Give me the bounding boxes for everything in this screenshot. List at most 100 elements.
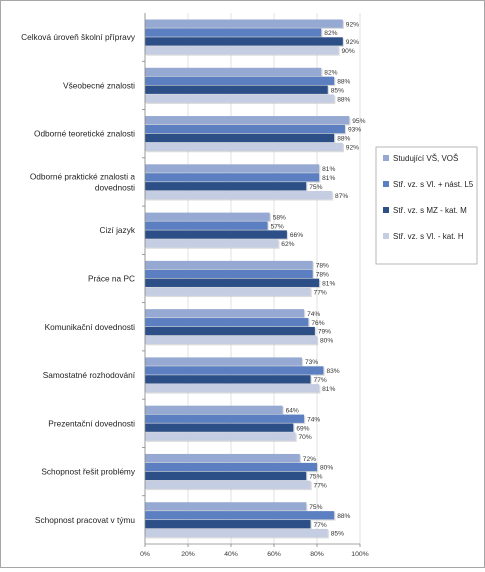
legend-box — [375, 146, 478, 265]
x-tick-label: 60% — [267, 551, 281, 558]
data-label: 81% — [322, 175, 335, 182]
category-label: Práce na PC — [88, 274, 135, 284]
data-label: 82% — [324, 70, 337, 77]
bar — [145, 85, 328, 94]
data-label: 74% — [307, 416, 320, 423]
category-label: Cizí jazyk — [100, 225, 136, 235]
bar — [145, 520, 311, 529]
legend-swatch — [383, 181, 389, 187]
data-label: 92% — [346, 21, 359, 28]
legend-label: Stř. vz. s MZ - kat. M — [393, 206, 467, 215]
bar — [145, 405, 283, 414]
bar — [145, 230, 287, 239]
x-tick-label: 20% — [181, 551, 195, 558]
data-label: 80% — [320, 465, 333, 472]
data-label: 88% — [337, 96, 350, 103]
bar — [145, 414, 305, 423]
data-label: 92% — [346, 39, 359, 46]
legend-label: Studující VŠ, VOŠ — [393, 154, 458, 163]
data-label: 62% — [281, 241, 294, 248]
data-label: 79% — [318, 329, 331, 336]
data-label: 87% — [335, 193, 348, 200]
bar — [145, 173, 320, 182]
data-label: 64% — [286, 407, 299, 414]
bar — [145, 76, 335, 85]
data-label: 77% — [314, 377, 327, 384]
bar — [145, 164, 320, 173]
data-label: 77% — [314, 482, 327, 489]
bar — [145, 326, 315, 336]
data-label: 75% — [309, 474, 322, 481]
data-label: 78% — [316, 263, 329, 270]
bar — [145, 453, 300, 463]
legend-label: Stř. vz. s Vl. + nást. L5 — [393, 180, 474, 189]
axes — [142, 13, 361, 547]
data-label: 88% — [337, 136, 350, 143]
data-label: 72% — [303, 456, 316, 463]
data-label: 66% — [290, 232, 303, 239]
data-label: 76% — [311, 320, 324, 327]
bar — [145, 124, 345, 134]
bar — [145, 511, 335, 520]
category-label: Komunikační dovednosti — [45, 322, 136, 332]
data-label: 81% — [322, 166, 335, 173]
legend-swatch — [383, 155, 389, 161]
bar — [145, 46, 339, 55]
bar — [145, 37, 343, 46]
bar — [145, 239, 279, 248]
bar — [145, 309, 305, 318]
bar — [145, 142, 343, 152]
bar — [145, 502, 307, 511]
bar — [145, 94, 335, 103]
data-label: 90% — [342, 48, 355, 55]
data-label: 93% — [348, 127, 361, 134]
legend-label: Stř. vz. s Vl. - kat. H — [393, 232, 464, 241]
legend-swatch — [383, 207, 389, 213]
category-label: Samostatné rozhodování — [43, 370, 136, 380]
data-label: 88% — [337, 78, 350, 85]
category-label: Prezentační dovednosti — [48, 418, 135, 428]
bar — [145, 269, 313, 279]
data-label: 77% — [314, 289, 327, 296]
data-label: 70% — [299, 434, 312, 441]
bar — [145, 480, 311, 489]
bar — [145, 19, 343, 28]
bar — [145, 528, 328, 538]
data-label: 81% — [322, 280, 335, 287]
bar — [145, 375, 311, 384]
data-label: 82% — [324, 30, 337, 37]
bar — [145, 335, 317, 345]
data-label: 80% — [320, 338, 333, 345]
x-tick-label: 100% — [351, 551, 368, 558]
bar — [145, 133, 335, 143]
data-label: 74% — [307, 311, 320, 318]
category-label: Celková úroveň školní přípravy — [21, 32, 136, 42]
bar — [145, 221, 268, 230]
bar — [145, 212, 270, 221]
data-label: 88% — [337, 513, 350, 520]
data-label: 75% — [309, 184, 322, 191]
data-label: 69% — [296, 425, 309, 432]
category-label: Odborné teoretické znalosti — [34, 129, 135, 139]
bar — [145, 287, 311, 296]
bar — [145, 67, 322, 77]
bar — [145, 366, 324, 375]
data-label: 75% — [309, 504, 322, 511]
category-label: Schopnost pracovat v týmu — [35, 515, 135, 525]
data-label: 83% — [326, 368, 339, 375]
bar — [145, 260, 313, 270]
data-label: 73% — [305, 359, 318, 366]
bar — [145, 384, 320, 393]
data-label: 81% — [322, 386, 335, 393]
data-label: 85% — [331, 87, 344, 94]
bar — [145, 423, 294, 432]
data-label: 57% — [271, 223, 284, 230]
data-label: 92% — [346, 145, 359, 152]
x-tick-label: 0% — [140, 551, 150, 558]
x-tick-label: 80% — [310, 551, 324, 558]
legend: Studující VŠ, VOŠ Stř. vz. s Vl. + nást. … — [375, 146, 478, 265]
bar — [145, 357, 302, 366]
bar — [145, 191, 333, 200]
